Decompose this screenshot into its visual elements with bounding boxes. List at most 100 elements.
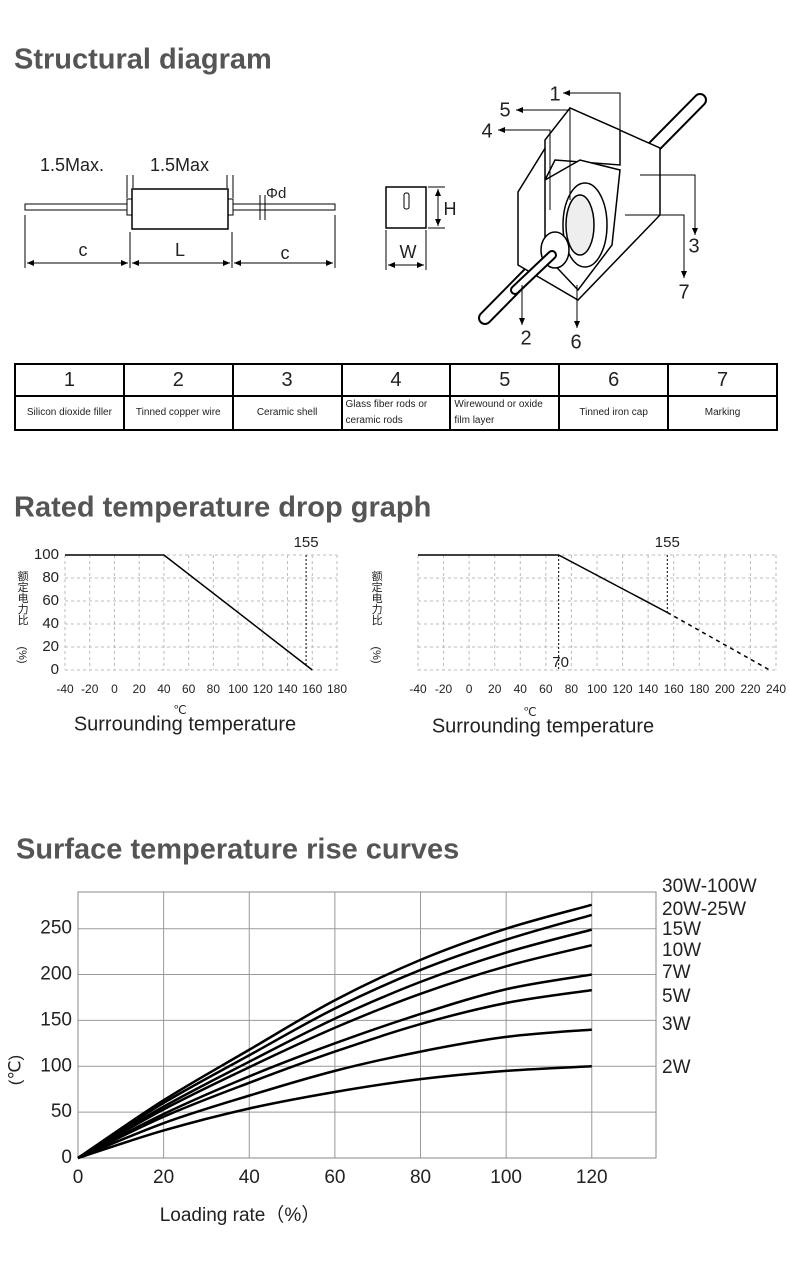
section-title: Structural diagram — [14, 44, 272, 76]
dimension-label: L — [175, 240, 185, 260]
x-tick-label: 0 — [111, 682, 118, 696]
section-title: Surface temperature rise curves — [16, 834, 459, 866]
x-tick-label: 0 — [73, 1167, 84, 1188]
table-cell: Tinned copper wire — [122, 395, 234, 431]
x-tick-label: 40 — [239, 1167, 260, 1188]
y-tick-label: 100 — [40, 1055, 72, 1076]
callout-label: 7 — [678, 281, 689, 303]
y-tick-label: 80 — [42, 569, 59, 586]
x-tick-label: -40 — [409, 682, 427, 696]
x-tick-label: 20 — [133, 682, 147, 696]
table-cell: 7 — [667, 363, 778, 397]
dimension-label: c — [79, 240, 88, 260]
dimension-label: H — [444, 199, 457, 219]
table-cell: Ceramic shell — [231, 395, 343, 431]
legend-label: 20W-25W — [662, 899, 746, 920]
callout-label: 6 — [570, 331, 581, 353]
x-tick-label: 200 — [715, 682, 735, 696]
table-row: Silicon dioxide filler Tinned copper wir… — [14, 395, 778, 431]
legend-label: 15W — [662, 919, 701, 940]
table-cell: Wirewound or oxide film layer — [449, 395, 561, 431]
table-cell: 5 — [449, 363, 561, 397]
y-tick-label: 60 — [42, 592, 59, 609]
table-cell: 1 — [14, 363, 125, 397]
y-tick-label: 40 — [42, 615, 59, 632]
x-tick-label: 80 — [207, 682, 221, 696]
x-axis-label: Surrounding temperature — [432, 715, 654, 737]
x-tick-label: 160 — [664, 682, 684, 696]
annotation-label: 155 — [294, 534, 319, 551]
series-line — [77, 988, 592, 1160]
y-tick-label: 100 — [34, 546, 59, 563]
legend-label: 10W — [662, 940, 701, 961]
table-cell: Glass fiber rods or ceramic rods — [340, 395, 452, 431]
y-axis-unit: (%) — [16, 646, 28, 663]
callout-label: 4 — [481, 120, 492, 142]
x-tick-label: 220 — [740, 682, 760, 696]
x-tick-label: 140 — [278, 682, 298, 696]
table-cell: 4 — [340, 363, 452, 397]
legend-label: 3W — [662, 1014, 691, 1035]
dimension-drawing — [24, 175, 445, 270]
y-tick-label: 150 — [40, 1009, 72, 1030]
y-tick-label: 20 — [42, 638, 59, 655]
x-tick-label: -20 — [81, 682, 99, 696]
callout-label: 5 — [499, 99, 510, 121]
y-axis-label: 额定电力比 — [16, 570, 29, 625]
table-cell: 2 — [122, 363, 234, 397]
table-cell: Tinned iron cap — [558, 395, 670, 431]
y-tick-label: 0 — [51, 661, 59, 678]
dimension-label: c — [281, 243, 290, 263]
x-tick-label: 240 — [766, 682, 786, 696]
callout-label: 3 — [688, 235, 699, 257]
annotation-label: 70 — [552, 654, 569, 671]
table-cell: Silicon dioxide filler — [14, 395, 125, 431]
x-tick-label: 120 — [613, 682, 633, 696]
x-tick-label: 0 — [466, 682, 473, 696]
dimension-label: 1.5Max — [150, 155, 209, 175]
y-tick-label: 200 — [40, 964, 72, 985]
series-line — [666, 611, 770, 671]
x-tick-label: -40 — [56, 682, 74, 696]
x-tick-label: 180 — [689, 682, 709, 696]
callout-label: 2 — [520, 327, 531, 349]
table-cell: 6 — [558, 363, 670, 397]
legend-label: 5W — [662, 986, 691, 1007]
series-line — [77, 943, 593, 1160]
series-line — [77, 973, 592, 1160]
x-axis-unit: ℃ — [173, 703, 186, 717]
x-tick-label: 60 — [182, 682, 196, 696]
x-tick-label: 100 — [490, 1167, 522, 1188]
series-line — [77, 903, 593, 1160]
y-tick-label: 0 — [61, 1147, 72, 1168]
series-line — [418, 554, 668, 614]
y-axis-label: 额定电力比 — [370, 570, 383, 625]
table-cell: 3 — [231, 363, 343, 397]
y-axis-label: (℃) — [5, 1055, 24, 1085]
x-tick-label: 140 — [638, 682, 658, 696]
legend-label: 7W — [662, 962, 691, 983]
section-title: Rated temperature drop graph — [14, 492, 431, 524]
x-tick-label: 60 — [324, 1167, 345, 1188]
y-tick-label: 250 — [40, 918, 72, 939]
parts-table: 1 2 3 4 5 6 7 Silicon dioxide filler Tin… — [14, 363, 778, 431]
x-tick-label: 120 — [253, 682, 273, 696]
series-line — [77, 928, 593, 1160]
x-axis-label: Surrounding temperature — [74, 713, 296, 735]
x-axis-unit: ℃ — [523, 705, 536, 719]
x-tick-label: 60 — [539, 682, 553, 696]
table-cell: Marking — [667, 395, 778, 431]
x-tick-label: 40 — [157, 682, 171, 696]
table-row: 1 2 3 4 5 6 7 — [14, 363, 778, 397]
dimension-label: 1.5Max. — [40, 155, 104, 175]
dimension-label: W — [400, 242, 417, 262]
x-tick-label: 20 — [153, 1167, 174, 1188]
callout-arrows — [498, 90, 698, 328]
legend-label: 2W — [662, 1057, 691, 1078]
x-tick-label: 120 — [576, 1167, 608, 1188]
series-line — [65, 554, 313, 671]
x-tick-label: 180 — [327, 682, 347, 696]
x-tick-label: 80 — [565, 682, 579, 696]
